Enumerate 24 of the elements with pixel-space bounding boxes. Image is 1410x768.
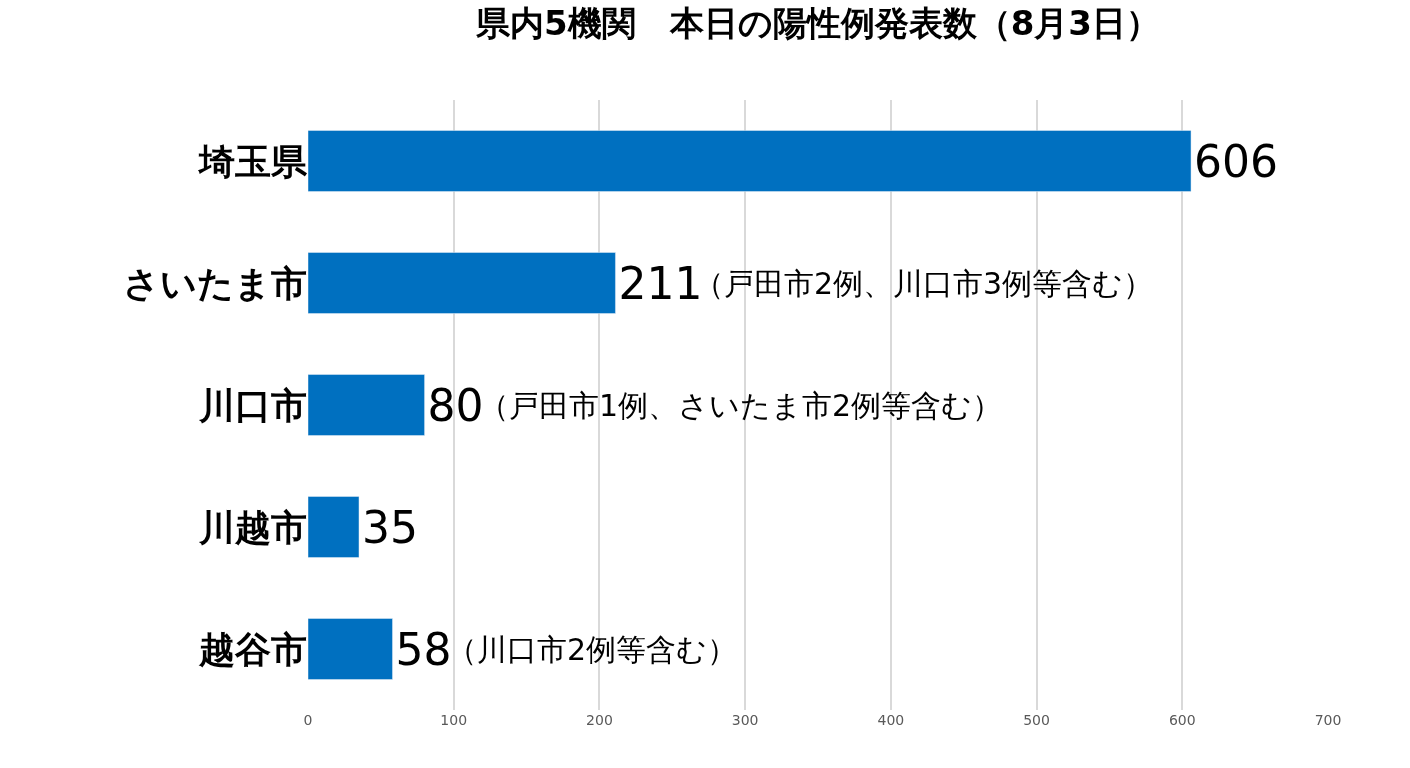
- x-tick-label: 400: [877, 712, 905, 728]
- data-label: 80: [427, 379, 484, 431]
- bar: [308, 374, 425, 436]
- data-label: 211: [618, 257, 703, 309]
- y-tick-label: 越谷市: [198, 628, 307, 670]
- x-tick-label: 0: [303, 712, 313, 728]
- y-tick-label: 川越市: [198, 506, 307, 548]
- data-label: 35: [362, 501, 418, 553]
- x-tick-label: 100: [440, 712, 468, 728]
- y-tick-label: 埼玉県: [197, 140, 308, 182]
- bar: [308, 496, 360, 558]
- bar: [308, 252, 616, 314]
- bar: [308, 130, 1192, 192]
- y-tick-label: さいたま市: [123, 262, 307, 304]
- x-tick-label: 200: [586, 712, 613, 728]
- data-label: 58: [395, 623, 452, 675]
- x-tick-label: 600: [1168, 712, 1196, 728]
- data-label: 606: [1194, 135, 1279, 187]
- bar: [308, 618, 393, 680]
- x-tick-label: 500: [1023, 712, 1050, 728]
- x-tick-label: 700: [1314, 712, 1342, 728]
- y-tick-label: 川口市: [198, 384, 307, 426]
- chart-title: 県内5機関 本日の陽性例発表数（8月3日）: [475, 3, 1160, 44]
- x-tick-label: 300: [731, 712, 759, 728]
